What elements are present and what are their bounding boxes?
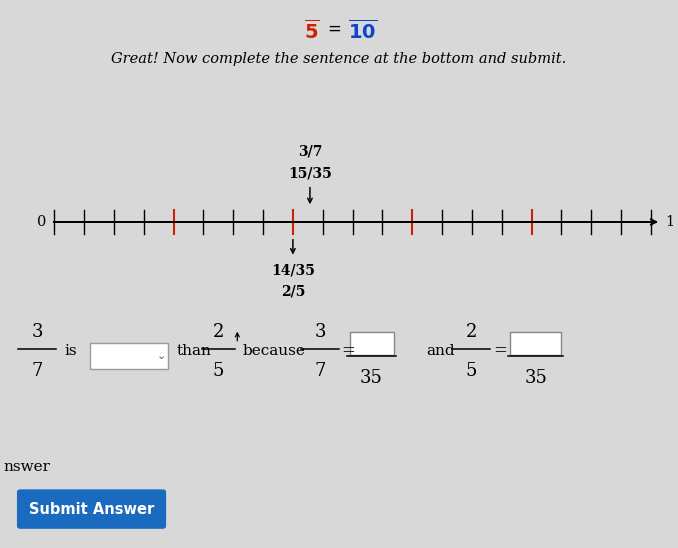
Text: 35: 35 (360, 369, 383, 387)
Text: $=$: $=$ (323, 19, 341, 37)
Text: nswer: nswer (3, 460, 50, 474)
Text: 5: 5 (466, 362, 477, 380)
Text: 2: 2 (466, 323, 477, 341)
Text: Great! Now complete the sentence at the bottom and submit.: Great! Now complete the sentence at the … (111, 52, 567, 66)
Bar (90, 342, 168, 369)
Text: 5: 5 (213, 362, 224, 380)
Text: =: = (493, 342, 506, 359)
Text: 15/35: 15/35 (288, 167, 332, 181)
Text: 14/35: 14/35 (271, 263, 315, 277)
Bar (511, 332, 561, 355)
Text: 2/5: 2/5 (281, 285, 305, 299)
Text: because: because (243, 344, 306, 358)
Text: than: than (176, 344, 211, 358)
FancyBboxPatch shape (17, 489, 166, 529)
Text: 7: 7 (315, 362, 325, 380)
Text: $\overline{\mathbf{10}}$: $\overline{\mathbf{10}}$ (348, 19, 377, 43)
Bar (350, 332, 394, 355)
Text: $\overline{\mathbf{5}}$: $\overline{\mathbf{5}}$ (304, 19, 319, 43)
Text: is: is (64, 344, 77, 358)
Text: Submit Answer: Submit Answer (29, 501, 154, 517)
Text: 1: 1 (665, 215, 675, 229)
Text: ⌄: ⌄ (157, 351, 166, 361)
Text: 0: 0 (37, 215, 47, 229)
Text: 35: 35 (524, 369, 547, 387)
Text: 3/7: 3/7 (298, 145, 322, 159)
Text: and: and (426, 344, 454, 358)
Text: =: = (341, 342, 355, 359)
Text: 2: 2 (213, 323, 224, 341)
Text: 7: 7 (32, 362, 43, 380)
Text: 3: 3 (315, 323, 325, 341)
Text: 3: 3 (32, 323, 43, 341)
